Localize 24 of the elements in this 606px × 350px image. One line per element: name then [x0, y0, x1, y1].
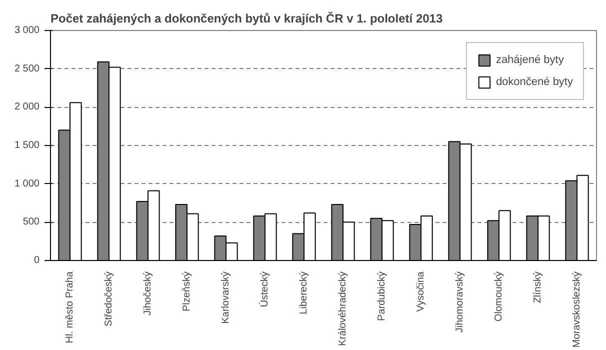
x-tick-label: Olomoucký — [494, 272, 504, 322]
x-tick-label: Pardubický — [376, 272, 388, 321]
legend-label: zahájené byty — [496, 54, 564, 66]
y-tick-label: 0 — [34, 255, 40, 266]
x-tick-label: Karlovarský — [220, 271, 232, 324]
legend-label: dokončené byty — [496, 76, 573, 88]
y-tick-label: 1 500 — [14, 140, 40, 151]
x-tick-label: Plzeňský — [182, 272, 192, 312]
x-tick-label: Jihočeský — [142, 272, 154, 316]
chart-title: Počet zahájených a dokončených bytů v krajích ČR v 1. pololetí 2013 — [50, 12, 443, 26]
y-tick-label: 500 — [22, 216, 40, 228]
y-tick-label: 1 000 — [14, 178, 40, 190]
x-tick-label: Vysočina — [416, 271, 426, 312]
y-tick-label: 2 000 — [14, 102, 40, 113]
x-tick-label: Liberecký — [298, 271, 310, 314]
x-tick-label: Ústecký — [258, 272, 270, 308]
y-tick-label: 2 500 — [14, 63, 40, 74]
x-tick-label: Středočeský — [104, 271, 114, 327]
x-tick-label: Hl. město Praha — [64, 271, 76, 344]
y-tick-label: 3 000 — [14, 25, 40, 36]
x-tick-label: Jihomoravský — [454, 271, 466, 333]
x-tick-label: Zlínský — [532, 272, 544, 304]
x-tick-label: Královéhradecký — [338, 272, 348, 346]
x-tick-label: Moravskoslezský — [572, 271, 582, 348]
